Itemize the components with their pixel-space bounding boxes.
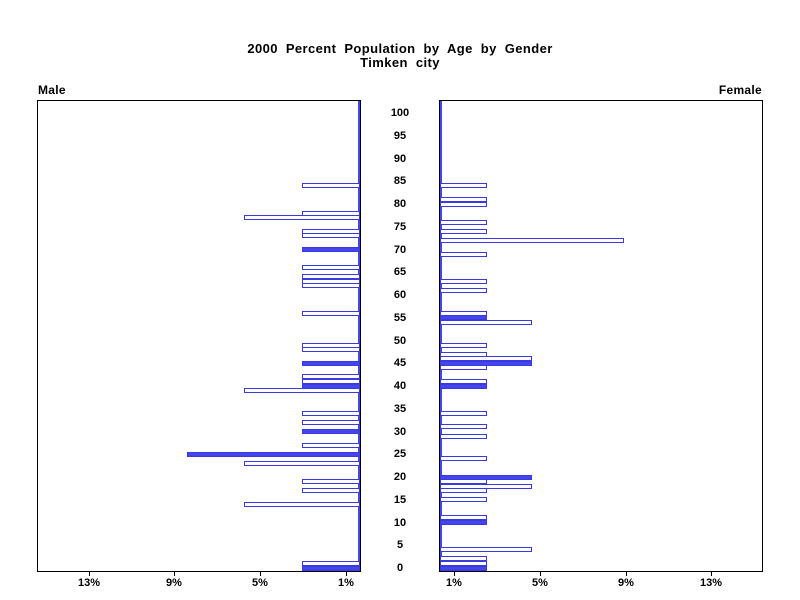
female-bar-age-41 [440,379,487,384]
female-bar-age-44 [440,365,487,370]
female-pct-1-tick [454,571,455,576]
male-pct-9-label: 9% [166,577,182,589]
male-pct-9-tick [174,571,175,576]
female-bar-age-31 [440,424,487,429]
female-bar-age-61 [440,288,487,293]
female-bar-age-0 [440,566,487,571]
male-y-axis-line [358,101,360,571]
age-tick-label-70: 70 [393,244,407,256]
female-plot-area [439,100,763,572]
chart-subtitle: Timken city [360,55,440,70]
female-bar-age-29 [440,434,487,439]
age-tick-label-10: 10 [393,517,407,529]
age-tick-label-40: 40 [393,380,407,392]
female-pct-5-label: 5% [532,577,548,589]
male-bar-age-23 [244,461,360,466]
male-bar-age-73 [302,233,360,238]
age-tick-label-20: 20 [393,471,407,483]
male-pct-1-tick [346,571,347,576]
male-pct-5-label: 5% [252,577,268,589]
age-tick-label-5: 5 [396,539,404,551]
female-header: Female [718,83,762,97]
female-bar-age-24 [440,456,487,461]
male-bar-age-27 [302,443,360,448]
female-bar-age-4 [440,547,532,552]
female-bar-age-15 [440,497,487,502]
male-bar-age-19 [302,479,360,484]
male-bar-age-62 [302,283,360,288]
female-bar-age-49 [440,343,487,348]
female-bar-age-17 [440,488,487,493]
male-pct-5-tick [260,571,261,576]
male-bar-age-41 [302,379,360,384]
female-bar-age-10 [440,520,487,525]
female-pct-13-label: 13% [699,577,723,589]
female-pct-5-tick [540,571,541,576]
female-pct-9-label: 9% [618,577,634,589]
female-bar-age-84 [440,183,487,188]
male-bar-age-66 [302,265,360,270]
male-bar-age-17 [302,488,360,493]
age-tick-label-85: 85 [393,175,407,187]
male-bar-age-56 [302,311,360,316]
male-bar-age-39 [244,388,360,393]
age-tick-label-90: 90 [393,153,407,165]
male-bar-age-45 [302,361,360,366]
female-bar-age-72 [440,238,624,243]
age-tick-label-80: 80 [393,198,407,210]
chart-title: 2000 Percent Population by Age by Gender [247,41,553,56]
female-pct-13-tick [711,571,712,576]
male-header: Male [38,83,66,97]
female-bar-age-2 [440,556,487,561]
age-tick-label-35: 35 [393,403,407,415]
age-tick-label-30: 30 [393,426,407,438]
male-bar-age-64 [302,274,360,279]
male-bar-age-0 [302,566,360,571]
male-bar-age-70 [302,247,360,252]
age-tick-label-25: 25 [393,448,407,460]
female-bar-age-81 [440,197,487,202]
female-y-axis-line [440,101,442,571]
female-bar-age-63 [440,279,487,284]
female-bar-age-40 [440,384,487,389]
male-bar-age-34 [302,411,360,416]
male-bar-age-14 [244,502,360,507]
male-bar-age-1 [302,561,360,566]
female-pct-9-tick [626,571,627,576]
female-bar-age-80 [440,202,487,207]
age-tick-label-95: 95 [393,130,407,142]
male-bar-age-25 [187,452,360,457]
female-bar-age-69 [440,252,487,257]
female-bar-age-34 [440,411,487,416]
female-bar-age-76 [440,220,487,225]
female-bar-age-1 [440,561,487,566]
female-pct-1-label: 1% [446,577,462,589]
female-bar-age-55 [440,315,487,320]
age-tick-label-75: 75 [393,221,407,233]
age-tick-label-65: 65 [393,266,407,278]
age-tick-label-45: 45 [393,357,407,369]
age-tick-label-60: 60 [393,289,407,301]
male-pct-13-label: 13% [77,577,101,589]
female-bar-age-54 [440,320,532,325]
male-bar-age-42 [302,374,360,379]
male-bar-age-77 [244,215,360,220]
female-bar-age-19 [440,479,487,484]
female-bar-age-74 [440,229,487,234]
male-pct-13-tick [89,571,90,576]
female-bar-age-11 [440,515,487,520]
male-bar-age-84 [302,183,360,188]
male-bar-age-32 [302,420,360,425]
age-tick-label-15: 15 [393,494,407,506]
age-tick-label-100: 100 [390,107,410,119]
age-tick-label-55: 55 [393,312,407,324]
age-tick-label-50: 50 [393,335,407,347]
male-pct-1-label: 1% [338,577,354,589]
female-bar-age-46 [440,356,532,361]
male-bar-age-30 [302,429,360,434]
age-tick-label-0: 0 [396,562,404,574]
male-bar-age-48 [302,347,360,352]
male-plot-area [37,100,361,572]
